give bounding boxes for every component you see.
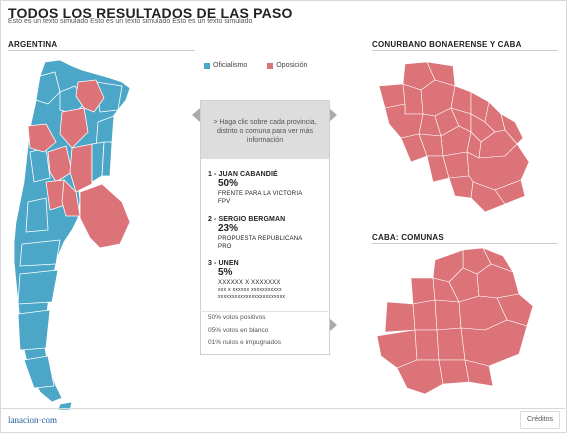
comuna-17[interactable] [396,359,444,395]
candidate-1[interactable]: 1 - JUAN CABANDIÉ 50% FRENTE PARA LA VIC… [208,171,302,206]
candidate-name: 2 - SERGIO BERGMAN [208,216,286,223]
legend-officialism: Oficialismo [204,62,247,69]
comuna-10[interactable] [384,301,416,333]
candidate-name: 1 - JUAN CABANDIÉ [208,171,278,178]
opposition-swatch [267,62,274,69]
district-2[interactable] [378,83,406,109]
comuna-6[interactable] [434,299,462,331]
province-neuquen[interactable] [19,239,61,267]
candidate-party: FRENTE PARA LA VICTORIA [218,191,303,197]
province-santacruz[interactable] [23,355,55,389]
legend-officialism-label: Oficialismo [213,62,248,69]
province-chubut[interactable] [17,309,51,351]
conurbano-map[interactable] [375,52,555,217]
district-22[interactable] [448,175,474,199]
province-chaco[interactable] [75,79,105,113]
comuna-4[interactable] [436,327,466,361]
province-catamarca[interactable] [27,123,57,153]
province-entrerios[interactable] [101,141,113,177]
section-label-caba: CABA: COMUNAS [372,233,444,242]
candidate-percent: 5% [218,267,233,278]
district-24[interactable] [494,179,526,205]
conurbano-pointer-arrow [329,108,337,122]
info-panel: > Haga clic sobre cada provincia, distri… [200,100,330,355]
section-label-argentina: ARGENTINA [8,40,58,49]
province-cordoba[interactable] [69,143,93,193]
officialism-swatch [204,62,210,69]
credits-button[interactable]: Créditos [520,411,560,429]
province-mendoza[interactable] [25,197,49,233]
candidate-party-short: FPV [218,199,231,205]
province-rionegro[interactable] [17,269,59,305]
district-23[interactable] [470,181,506,213]
page-title: TODOS LOS RESULTADOS DE LAS PASO [8,5,293,21]
candidate-party-extra: xxxxxxxxxxxxxxxxxxxxxxxx [218,294,286,300]
comuna-11[interactable] [410,277,436,305]
argentina-map[interactable] [0,52,200,412]
legend: Oficialismo Oposición [204,62,307,69]
province-sanjuan[interactable] [29,147,51,183]
footer-divider [0,408,565,409]
candidate-3[interactable]: 3 - UNEN 5% XXXXXX X XXXXXXX xxx x xxxxx… [208,260,285,301]
comuna-18[interactable] [438,359,470,385]
province-jujuy[interactable] [35,71,61,105]
divider [372,50,558,51]
candidate-party: XXXXXX X XXXXXXX [218,280,281,286]
stat-blank: 05% votos en blanco [208,326,269,334]
legend-opposition: Oposición [267,62,307,69]
stat-positive: 50% votos positivos [208,314,266,321]
candidate-2[interactable]: 2 - SERGIO BERGMAN 23% PROPUESTA REPUBLI… [208,216,302,251]
candidate-percent: 50% [218,178,239,189]
divider [372,243,558,244]
brand-logo[interactable]: lanacion·com [8,415,57,425]
comuna-9[interactable] [412,299,438,331]
province-santiago[interactable] [59,107,89,149]
candidate-party-short: xxx x xxxxxx xxxxxxxxxxx [218,287,282,293]
candidate-name: 3 - UNEN [208,260,239,267]
caba-comunas-map[interactable] [373,244,553,404]
info-panel-header: > Haga clic sobre cada provincia, distri… [201,101,329,159]
province-lapampa-north[interactable] [61,179,81,217]
section-label-conurbano: CONURBANO BONAERENSE Y CABA [372,40,522,49]
province-larioja[interactable] [47,145,73,183]
caba-pointer-arrow [329,318,337,332]
district-caba[interactable] [500,113,524,145]
candidate-percent: 23% [218,223,239,234]
comuna-7[interactable] [414,329,440,361]
legend-opposition-label: Oposición [276,62,308,69]
divider [8,50,195,51]
candidate-party-short: PRO [218,244,232,250]
candidate-party: PROPUESTA REPUBLICANA [218,236,303,242]
click-hint: > Haga clic sobre cada provincia, distri… [213,119,317,144]
map-pointer-arrow [192,108,200,122]
vote-stats: 50% votos positivos 05% votos en blanco … [200,311,328,350]
comuna-19[interactable] [464,359,494,387]
province-buenosaires[interactable] [79,183,131,249]
page-subtitle: Esto es un texto simulado Esto es un tex… [8,18,253,25]
stat-null: 01% nulos e impugnados [208,339,281,346]
